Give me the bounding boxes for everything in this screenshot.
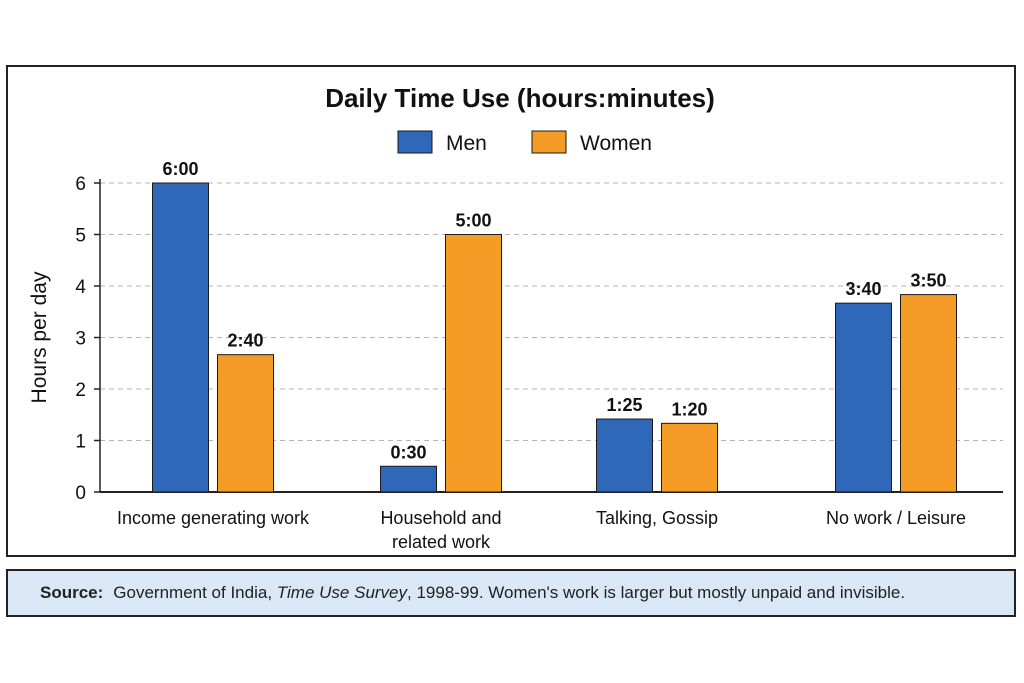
y-axis-label: Hours per day: [28, 271, 51, 403]
bar-men: [380, 465, 437, 493]
bar-women: [445, 234, 502, 493]
bar-women: [217, 354, 274, 493]
source-text-after: , 1998-99. Women's work is larger but mo…: [407, 583, 906, 602]
y-tick-label: 2: [75, 380, 86, 401]
y-tick-label: 1: [75, 432, 86, 453]
legend-label-women: Women: [580, 132, 652, 155]
legend-swatch-women: [531, 130, 567, 154]
y-tick-label: 6: [75, 174, 86, 195]
chart-frame: Daily Time Use (hours:minutes) Men Women 0 1…: [6, 65, 1016, 557]
x-tick-label: No work / Leisure: [826, 508, 966, 528]
legend-label-men: Men: [446, 132, 487, 155]
y-tick-label: 4: [75, 277, 86, 298]
bar-chart: Daily Time Use (hours:minutes) Men Women 0 1…: [28, 83, 1003, 552]
bar-men: [596, 418, 653, 493]
bar-men: [152, 182, 209, 493]
legend-swatch-men: [397, 130, 433, 154]
data-label-men: 3:40: [845, 279, 881, 299]
bar-women: [661, 422, 718, 493]
x-tick-label: Talking, Gossip: [596, 508, 718, 528]
bar-women: [900, 294, 957, 493]
data-label-women: 5:00: [455, 211, 491, 231]
data-label-women: 2:40: [227, 331, 263, 351]
data-label-men: 6:00: [162, 159, 198, 179]
y-tick-label: 0: [75, 483, 86, 504]
x-tick-label: Income generating work: [117, 508, 310, 528]
data-label-women: 1:20: [671, 399, 707, 419]
data-label-men: 0:30: [390, 442, 426, 462]
x-tick-label: Household and: [380, 508, 501, 528]
source-note: Source: Government of India, Time Use Su…: [6, 569, 1016, 617]
data-label-women: 3:50: [910, 271, 946, 291]
data-label-men: 1:25: [606, 395, 642, 415]
y-tick-label: 3: [75, 329, 86, 350]
y-tick-label: 5: [75, 226, 86, 247]
source-label: Source:: [40, 583, 104, 602]
bar-men: [835, 302, 892, 493]
chart-title: Daily Time Use (hours:minutes): [325, 83, 715, 113]
x-tick-label: related work: [392, 532, 491, 552]
source-survey-title: Time Use Survey: [276, 583, 408, 602]
source-text-before: Government of India,: [113, 583, 273, 602]
